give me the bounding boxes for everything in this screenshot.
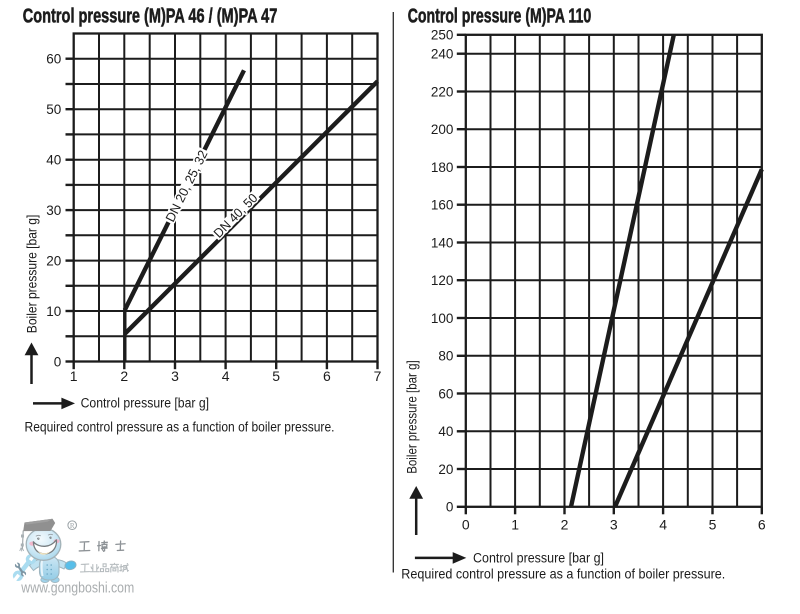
svg-text:1: 1 <box>511 517 519 533</box>
svg-text:60: 60 <box>46 52 61 67</box>
svg-text:30: 30 <box>46 203 61 218</box>
svg-text:Required control pressure as a: Required control pressure as a function … <box>25 419 335 435</box>
svg-text:160: 160 <box>431 198 454 213</box>
svg-text:Control pressure (M)PA 46 / (M: Control pressure (M)PA 46 / (M)PA 47 <box>23 5 277 27</box>
svg-text:6: 6 <box>758 517 766 533</box>
svg-text:0: 0 <box>446 500 454 515</box>
svg-text:180: 180 <box>431 160 454 175</box>
svg-text:Control pressure [bar g]: Control pressure [bar g] <box>473 550 604 565</box>
svg-text:4: 4 <box>659 517 667 533</box>
svg-text:6: 6 <box>323 368 331 384</box>
svg-text:Boiler pressure [bar g]: Boiler pressure [bar g] <box>24 215 39 334</box>
svg-text:80: 80 <box>438 349 453 364</box>
svg-text:5: 5 <box>272 368 280 384</box>
svg-text:2: 2 <box>561 517 569 533</box>
svg-text:4: 4 <box>222 368 230 384</box>
svg-text:240: 240 <box>431 47 454 62</box>
svg-text:200: 200 <box>431 122 454 137</box>
svg-text:2: 2 <box>120 368 128 384</box>
svg-text:60: 60 <box>438 386 453 401</box>
svg-text:0: 0 <box>54 354 62 369</box>
svg-text:40: 40 <box>46 153 61 168</box>
svg-text:Control pressure [bar g]: Control pressure [bar g] <box>81 396 210 411</box>
svg-text:R: R <box>70 522 75 530</box>
svg-text:1: 1 <box>70 368 78 384</box>
svg-text:3: 3 <box>171 368 179 384</box>
svg-text:Control pressure (M)PA 110: Control pressure (M)PA 110 <box>408 5 592 27</box>
svg-text:20: 20 <box>438 462 453 477</box>
svg-text:3: 3 <box>610 517 618 533</box>
svg-text:100: 100 <box>431 311 454 326</box>
svg-text:220: 220 <box>431 84 454 99</box>
svg-text:50: 50 <box>46 102 61 117</box>
svg-text:5: 5 <box>709 517 717 533</box>
svg-text:www.gongboshi.com: www.gongboshi.com <box>20 581 134 597</box>
svg-text:Boiler pressure [bar g]: Boiler pressure [bar g] <box>405 360 420 474</box>
svg-text:20: 20 <box>46 253 61 268</box>
svg-text:0: 0 <box>462 517 470 533</box>
svg-text:10: 10 <box>46 304 61 319</box>
svg-text:40: 40 <box>438 424 453 439</box>
svg-text:Required control pressure as a: Required control pressure as a function … <box>401 565 725 581</box>
svg-text:7: 7 <box>374 368 382 384</box>
svg-text:250: 250 <box>431 28 454 43</box>
svg-text:140: 140 <box>431 235 454 250</box>
svg-text:120: 120 <box>431 273 454 288</box>
